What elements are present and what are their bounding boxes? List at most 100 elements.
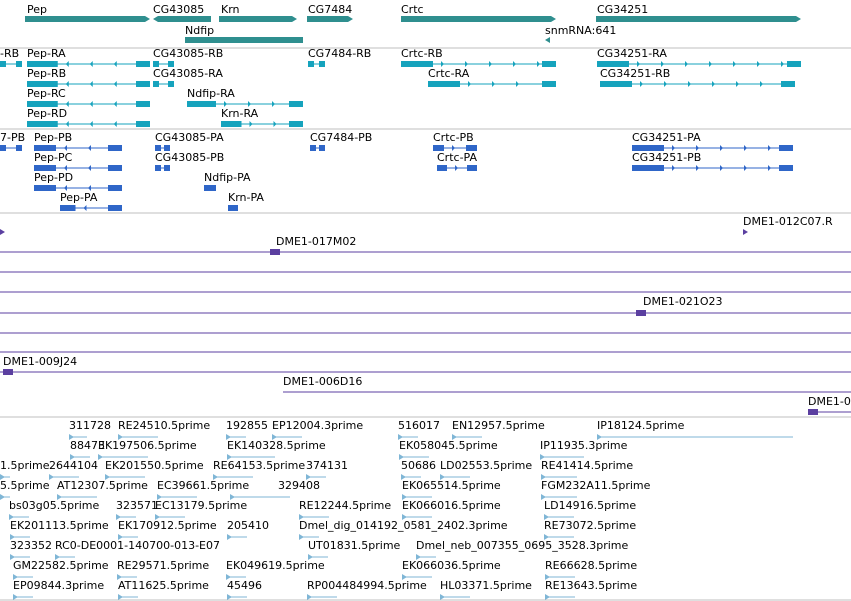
clone-end-icon[interactable] bbox=[0, 229, 5, 235]
transcript-exon[interactable] bbox=[168, 81, 174, 87]
strand-arrow-icon bbox=[661, 61, 664, 67]
transcript-exon[interactable] bbox=[319, 61, 325, 67]
est-arrow-icon bbox=[227, 534, 232, 540]
transcript-exon[interactable] bbox=[164, 145, 170, 151]
strand-arrow-icon bbox=[89, 121, 93, 127]
transcript-exon[interactable] bbox=[289, 101, 303, 107]
transcript-exon[interactable] bbox=[27, 81, 58, 87]
strand-arrow-icon bbox=[768, 165, 771, 171]
transcript-exon[interactable] bbox=[401, 61, 433, 67]
transcript-exon[interactable] bbox=[60, 205, 76, 211]
transcript-exon[interactable] bbox=[136, 61, 150, 67]
transcript-exon[interactable] bbox=[34, 185, 56, 191]
est-label: RC0-DE0001-140700-013-E07 bbox=[55, 539, 220, 552]
transcript-exon[interactable] bbox=[632, 165, 664, 171]
transcript-exon[interactable] bbox=[308, 61, 314, 67]
transcript-exon[interactable] bbox=[168, 61, 174, 67]
transcript-exon[interactable] bbox=[16, 61, 22, 67]
transcript-exon[interactable] bbox=[542, 61, 556, 67]
est-arrow-icon bbox=[416, 554, 421, 560]
transcript-exon[interactable] bbox=[34, 145, 56, 151]
est-arrow-icon bbox=[116, 514, 121, 520]
transcript-exon[interactable] bbox=[204, 185, 210, 191]
transcript-exon[interactable] bbox=[0, 61, 6, 67]
strand-arrow-icon bbox=[83, 205, 87, 211]
gene-feature[interactable] bbox=[596, 16, 801, 22]
transcript-exon[interactable] bbox=[319, 145, 325, 151]
est-label: EC13179.5prime bbox=[155, 499, 247, 512]
strand-arrow-icon bbox=[113, 61, 117, 67]
clone-end-marker[interactable] bbox=[270, 249, 280, 255]
transcript-exon[interactable] bbox=[289, 121, 303, 127]
transcript-exon[interactable] bbox=[27, 121, 58, 127]
clone-end-marker[interactable] bbox=[3, 369, 13, 375]
transcript-exon[interactable] bbox=[428, 81, 460, 87]
est-arrow-icon bbox=[13, 574, 18, 580]
gene-feature[interactable] bbox=[401, 16, 556, 22]
transcript-exon[interactable] bbox=[221, 121, 242, 127]
strand-arrow-icon bbox=[736, 81, 739, 87]
transcript-exon[interactable] bbox=[108, 185, 122, 191]
transcript-exon[interactable] bbox=[136, 101, 150, 107]
gene-feature[interactable] bbox=[25, 16, 150, 22]
transcript-exon[interactable] bbox=[153, 61, 159, 67]
est-label: Dmel_neb_007355_0695_3528.3prime bbox=[416, 539, 628, 552]
transcript-exon[interactable] bbox=[27, 101, 58, 107]
clone-end-marker[interactable] bbox=[636, 310, 646, 316]
transcript-label: CG34251-RB bbox=[600, 67, 670, 80]
transcript-exon[interactable] bbox=[600, 81, 632, 87]
transcript-exon[interactable] bbox=[136, 121, 150, 127]
gene-feature[interactable] bbox=[185, 37, 303, 43]
est-arrow-icon bbox=[544, 534, 549, 540]
gene-feature[interactable] bbox=[219, 16, 297, 22]
clone-end-icon[interactable] bbox=[743, 229, 748, 235]
transcript-exon[interactable] bbox=[34, 165, 56, 171]
strand-arrow-icon bbox=[768, 145, 771, 151]
gene-feature[interactable] bbox=[307, 16, 353, 22]
transcript-exon[interactable] bbox=[210, 185, 216, 191]
transcript-label: -RB bbox=[0, 47, 19, 60]
est-arrow-icon bbox=[540, 454, 545, 460]
est-label: AT12307.5prime bbox=[57, 479, 148, 492]
transcript-exon[interactable] bbox=[0, 145, 6, 151]
transcript-exon[interactable] bbox=[232, 205, 238, 211]
transcript-exon[interactable] bbox=[108, 205, 122, 211]
gene-feature[interactable] bbox=[545, 37, 550, 43]
gene-feature[interactable] bbox=[153, 16, 211, 22]
transcript-exon[interactable] bbox=[228, 205, 234, 211]
est-label: EK140328.5prime bbox=[227, 439, 326, 452]
transcript-exon[interactable] bbox=[632, 145, 664, 151]
est-label: IP11935.3prime bbox=[540, 439, 628, 452]
clone-label: DME1-0 bbox=[808, 395, 851, 408]
transcript-exon[interactable] bbox=[779, 145, 793, 151]
transcript-exon[interactable] bbox=[27, 61, 58, 67]
transcript-exon[interactable] bbox=[781, 81, 795, 87]
transcript-exon[interactable] bbox=[779, 165, 793, 171]
transcript-exon[interactable] bbox=[433, 145, 444, 151]
transcript-exon[interactable] bbox=[108, 165, 122, 171]
track-dividers bbox=[0, 47, 851, 601]
transcript-exon[interactable] bbox=[108, 145, 122, 151]
transcript-exon[interactable] bbox=[597, 61, 629, 67]
transcript-exon[interactable] bbox=[437, 165, 447, 171]
transcript-exon[interactable] bbox=[16, 145, 22, 151]
est-arrow-icon bbox=[299, 534, 304, 540]
transcript-exon[interactable] bbox=[153, 81, 159, 87]
transcript-exon[interactable] bbox=[187, 101, 216, 107]
transcript-label: Crtc-RB bbox=[401, 47, 443, 60]
gene-label: CG34251 bbox=[597, 3, 648, 16]
clone-end-marker[interactable] bbox=[808, 409, 818, 415]
transcript-exon[interactable] bbox=[164, 165, 170, 171]
transcript-exon[interactable] bbox=[542, 81, 556, 87]
transcript-exon[interactable] bbox=[787, 61, 801, 67]
est-label: RE29571.5prime bbox=[117, 559, 209, 572]
transcript-exon[interactable] bbox=[155, 145, 161, 151]
transcript-exon[interactable] bbox=[467, 165, 477, 171]
transcript-exon[interactable] bbox=[155, 165, 161, 171]
clone-label: DME1-017M02 bbox=[276, 235, 356, 248]
transcript-exon[interactable] bbox=[136, 81, 150, 87]
transcript-exon[interactable] bbox=[466, 145, 477, 151]
est-arrow-icon bbox=[452, 434, 457, 440]
transcript-exon[interactable] bbox=[310, 145, 316, 151]
est-label: 323352 bbox=[10, 539, 52, 552]
